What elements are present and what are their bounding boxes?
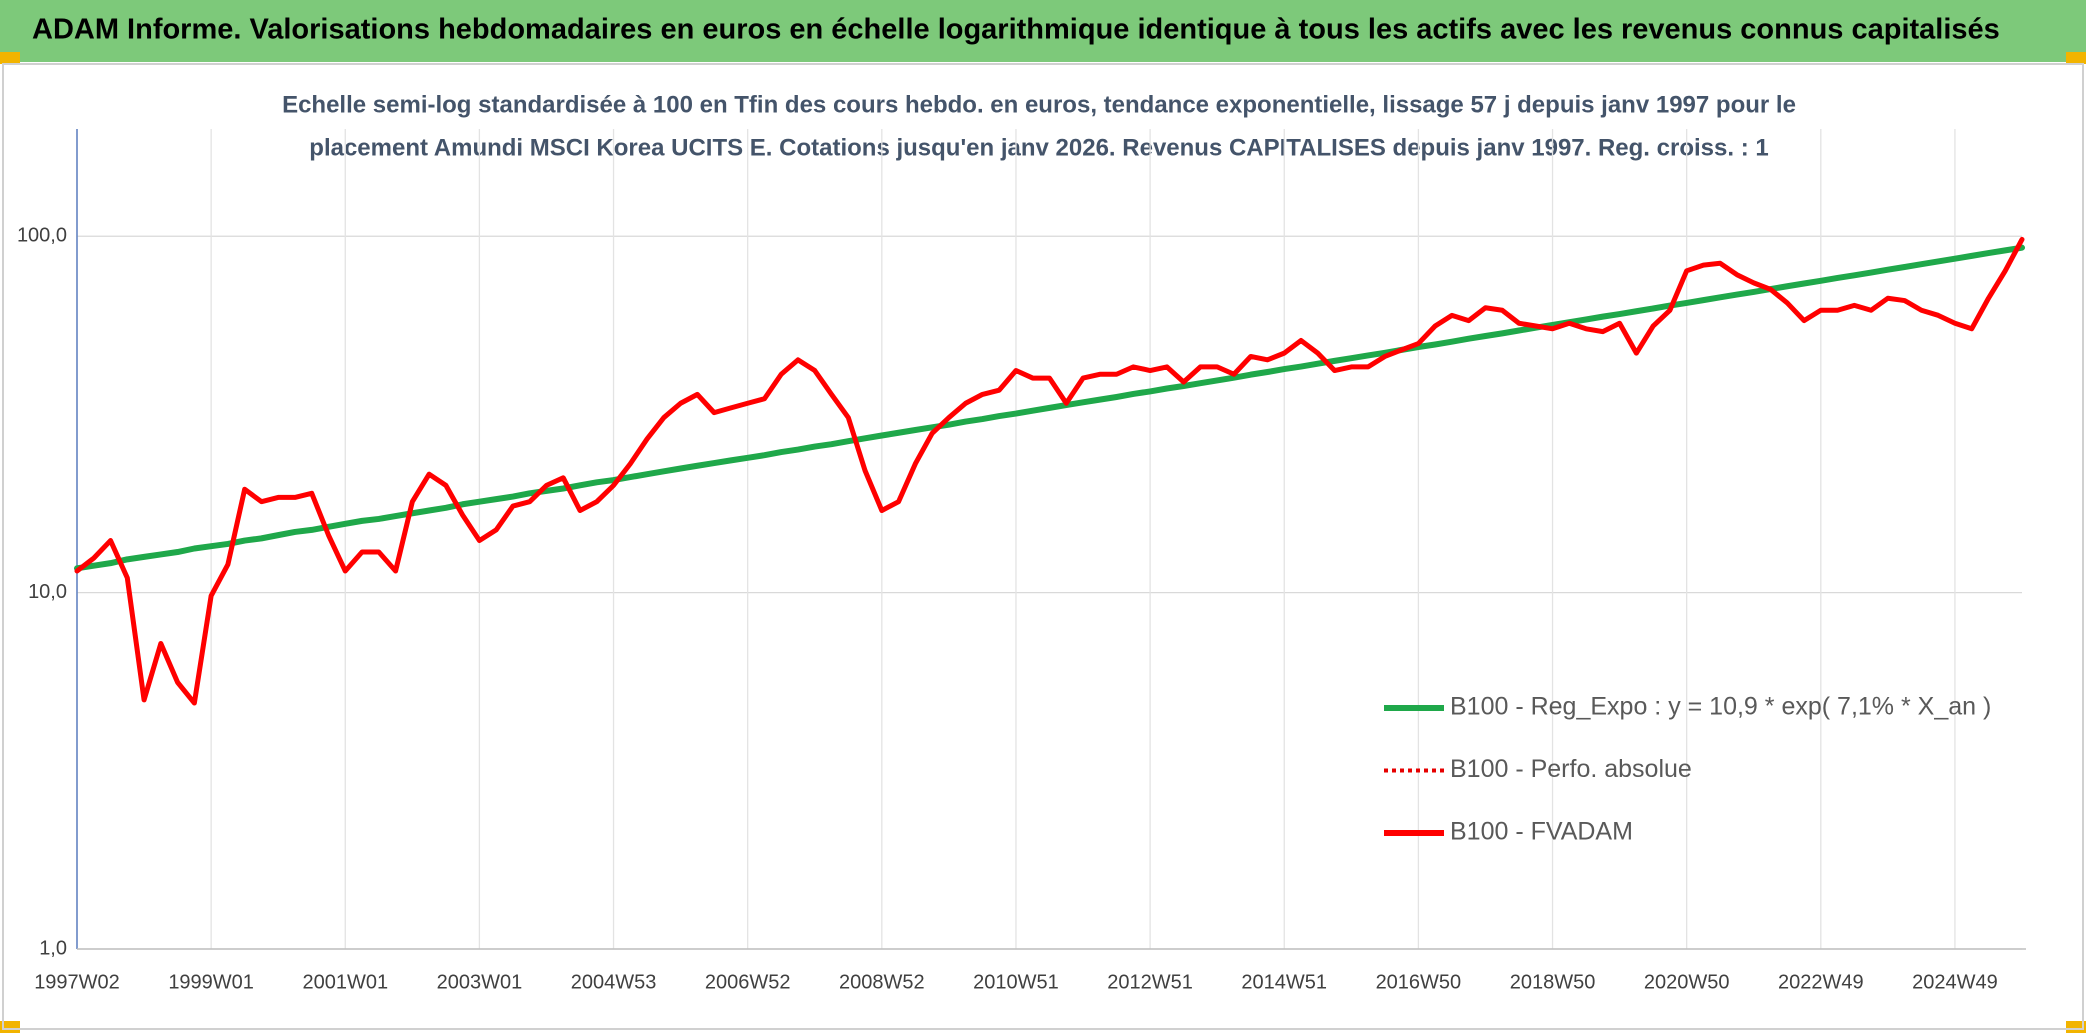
x-tick-label: 1997W02 xyxy=(34,971,120,993)
x-tick-label: 2006W52 xyxy=(705,971,791,993)
x-tick-label: 2020W50 xyxy=(1644,971,1730,993)
plot-lines xyxy=(74,236,2025,706)
chart-border xyxy=(2,63,2084,1030)
y-tick-label: 100,0 xyxy=(17,225,67,247)
x-tick-label: 2008W52 xyxy=(839,971,925,993)
x-tick-label: 2022W49 xyxy=(1778,971,1864,993)
x-tick-label: 2010W51 xyxy=(973,971,1059,993)
x-tick-label: 2003W01 xyxy=(437,971,523,993)
legend: B100 - Reg_Expo : y = 10,9 * exp( 7,1% *… xyxy=(1384,693,1991,846)
x-tick-label: 2016W50 xyxy=(1376,971,1462,993)
header-bar xyxy=(0,0,2086,62)
x-tick-label: 2014W51 xyxy=(1241,971,1327,993)
corner-mark xyxy=(0,52,20,64)
x-tick-label: 1999W01 xyxy=(168,971,254,993)
legend-label: B100 - FVADAM xyxy=(1450,818,1633,846)
header-title: ADAM Informe. Valorisations hebdomadaire… xyxy=(32,14,2000,46)
y-tick-label: 1,0 xyxy=(39,937,67,959)
x-tick-label: 2001W01 xyxy=(302,971,388,993)
series-line xyxy=(74,244,2025,572)
x-tick-label: 2018W50 xyxy=(1510,971,1596,993)
x-tick-label: 2004W53 xyxy=(571,971,657,993)
legend-label: B100 - Perfo. absolue xyxy=(1450,755,1692,783)
grid: 1,0 10,0 100,0 1997W02 1999W01 2001W01 2003W01… xyxy=(17,129,2026,993)
series-line xyxy=(74,236,2025,706)
legend-label: B100 - Reg_Expo : y = 10,9 * exp( 7,1% *… xyxy=(1450,693,1991,721)
x-tick-label: 2024W49 xyxy=(1912,971,1998,993)
corner-mark xyxy=(2066,52,2086,64)
y-tick-label: 10,0 xyxy=(28,581,67,603)
chart-subtitle: placement Amundi MSCI Korea UCITS E. Cot… xyxy=(309,134,1768,161)
x-tick-label: 2012W51 xyxy=(1107,971,1193,993)
chart-subtitle: Echelle semi-log standardisée à 100 en T… xyxy=(282,91,1796,118)
